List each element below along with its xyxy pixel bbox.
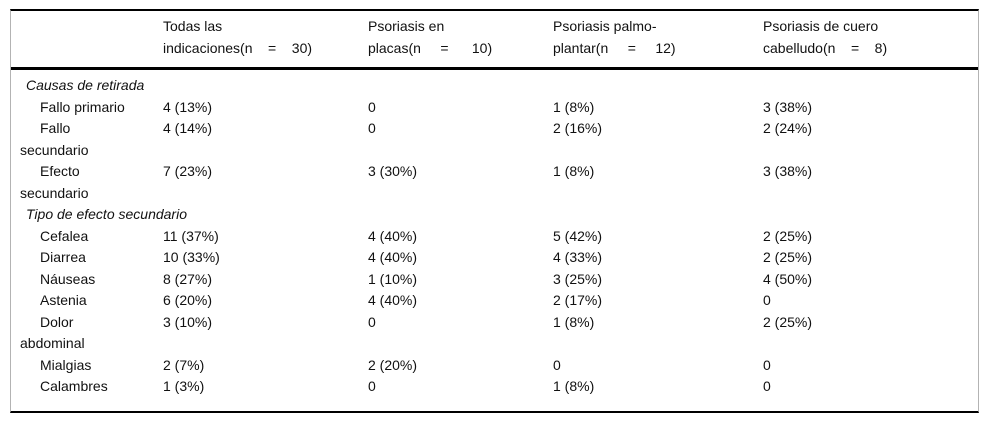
row-label: Náuseas	[40, 270, 96, 287]
row-label: Calambres	[40, 378, 108, 394]
table-row: Efecto secundario 7 (23%) 3 (30%) 1 (8%) 3 (…	[20, 161, 978, 204]
cell-value: 5 (42%)	[553, 227, 603, 244]
cell-value: 4 (14%)	[163, 120, 213, 136]
row-label-cell: Náuseas	[20, 269, 163, 291]
cell-value: 0	[763, 378, 771, 394]
row-label-cell: Dolor abdominal	[20, 312, 163, 355]
cell-value: 2 (16%)	[553, 120, 603, 136]
row-label-cell: Mialgias	[20, 355, 163, 377]
cell-value: 4 (40%)	[368, 292, 418, 308]
table-body: Causas de retirada Fallo primario 4 (13%) 0…	[11, 70, 978, 411]
cell-value: 4 (40%)	[368, 227, 418, 244]
cell-value: 4 (40%)	[368, 249, 418, 265]
row-label-cell: Astenia	[20, 290, 163, 312]
row-label-cell: Calambres	[20, 376, 163, 398]
cell-value: 0	[553, 356, 561, 373]
cell-value: 1 (8%)	[553, 313, 595, 330]
section-header: Causas de retirada	[26, 77, 145, 93]
cell-value: 11 (37%)	[163, 227, 219, 244]
cell-value: 3 (25%)	[553, 270, 603, 287]
column-header-psoriasis-cuero-cabelludo: Psoriasis de cuero cabelludo(n = 8)	[763, 18, 888, 56]
cell-value: 1 (8%)	[553, 163, 595, 179]
row-label: Efecto secundario	[20, 163, 89, 201]
column-header-rowlabels	[20, 16, 163, 59]
cell-value: 0	[368, 313, 376, 330]
row-label: Cefalea	[40, 227, 89, 244]
row-label-cell: Diarrea	[20, 247, 163, 269]
cell-value: 2 (25%)	[763, 249, 813, 265]
cell-value: 2 (17%)	[553, 292, 603, 308]
cell-value: 1 (3%)	[163, 378, 205, 394]
row-label: Mialgias	[40, 356, 92, 373]
cell-value: 4 (33%)	[553, 249, 603, 265]
table-row: Cefalea 11 (37%) 4 (40%) 5 (42%) 2 (25%)	[20, 226, 978, 248]
cell-value: 4 (50%)	[763, 270, 813, 287]
cell-value: 1 (8%)	[553, 98, 595, 115]
cell-value: 0	[763, 356, 771, 373]
table-row: Astenia 6 (20%) 4 (40%) 2 (17%) 0	[20, 290, 978, 312]
cell-value: 1 (8%)	[553, 378, 595, 394]
column-header-psoriasis-placas: Psoriasis en placas(n = 10)	[368, 18, 493, 56]
row-label: Fallo primario	[40, 98, 125, 115]
cell-value: 2 (7%)	[163, 356, 205, 373]
cell-value: 2 (20%)	[368, 356, 418, 373]
cell-value: 3 (10%)	[163, 313, 213, 330]
row-label: Diarrea	[40, 249, 86, 265]
table-row: Fallo primario 4 (13%) 0 1 (8%) 3 (38%)	[20, 97, 978, 119]
cell-value: 2 (25%)	[763, 313, 813, 330]
row-label: Fallo secundario	[20, 120, 89, 158]
cell-value: 0	[368, 98, 376, 115]
column-header-psoriasis-palmoplantar: Psoriasis palmo- plantar(n = 12)	[553, 18, 676, 56]
cell-value: 10 (33%)	[163, 249, 220, 265]
section-header: Tipo de efecto secundario	[26, 206, 187, 222]
cell-value: 3 (30%)	[368, 163, 418, 179]
cell-value: 0	[368, 120, 376, 136]
cell-value: 2 (24%)	[763, 120, 813, 136]
cell-value: 6 (20%)	[163, 292, 213, 308]
table-row: Mialgias 2 (7%) 2 (20%) 0 0	[20, 355, 978, 377]
results-table: Todas las indicaciones(n = 30) Psoriasis…	[10, 9, 979, 413]
cell-value: 0	[368, 378, 376, 394]
table-row: Fallo secundario 4 (14%) 0 2 (16%) 2 (24%)	[20, 118, 978, 161]
row-label-cell: Cefalea	[20, 226, 163, 248]
table-header-row: Todas las indicaciones(n = 30) Psoriasis…	[11, 11, 978, 70]
row-label-cell: Efecto secundario	[20, 161, 163, 204]
cell-value: 3 (38%)	[763, 163, 813, 179]
table-row: Calambres 1 (3%) 0 1 (8%) 0	[20, 376, 978, 398]
table-row: Diarrea 10 (33%) 4 (40%) 4 (33%) 2 (25%)	[20, 247, 978, 269]
row-label: Astenia	[40, 292, 87, 308]
row-label: Dolor abdominal	[20, 313, 85, 352]
cell-value: 2 (25%)	[763, 227, 813, 244]
cell-value: 3 (38%)	[763, 98, 813, 115]
row-label-cell: Fallo secundario	[20, 118, 163, 161]
table-row: Dolor abdominal 3 (10%) 0 1 (8%) 2 (25%)	[20, 312, 978, 355]
cell-value: 0	[763, 292, 771, 308]
cell-value: 4 (13%)	[163, 98, 213, 115]
cell-value: 1 (10%)	[368, 270, 418, 287]
column-header-todas-indicaciones: Todas las indicaciones(n = 30)	[163, 18, 313, 56]
cell-value: 8 (27%)	[163, 270, 213, 287]
cell-value: 7 (23%)	[163, 163, 213, 179]
row-label-cell: Fallo primario	[20, 97, 163, 119]
table-row: Náuseas 8 (27%) 1 (10%) 3 (25%) 4 (50%)	[20, 269, 978, 291]
